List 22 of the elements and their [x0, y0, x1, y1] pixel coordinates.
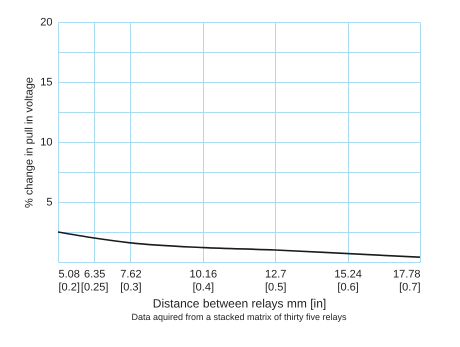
y-tick-label: 15 — [40, 76, 52, 88]
y-tick-label: 5 — [46, 196, 52, 208]
x-tick-label: 17.78 — [392, 268, 420, 280]
x-tick-label: 5.08 — [58, 268, 80, 280]
x2-tick-label: [0.5] — [264, 282, 286, 294]
x-tick-label: 6.35 — [84, 268, 106, 280]
x2-tick-label: [0.2] — [58, 282, 80, 294]
x-tick-label: 15.24 — [334, 268, 362, 280]
x2-tick-label: [0.3] — [120, 282, 142, 294]
y-tick-label: 10 — [40, 136, 52, 148]
x-axis-title: Distance between relays mm [in] — [152, 296, 326, 310]
x-tick-label: 10.16 — [190, 268, 218, 280]
x2-tick-label: [0.7] — [399, 282, 420, 294]
line-series — [57, 231, 421, 258]
x2-tick-label: [0.6] — [337, 282, 359, 294]
x-tick-label: 7.62 — [120, 268, 142, 280]
x2-tick-label: [0.25] — [80, 282, 108, 294]
y-tick-label: 20 — [40, 16, 52, 28]
x2-tick-label: [0.4] — [192, 282, 214, 294]
x-tick-label: 12.7 — [264, 268, 286, 280]
y-axis-title: % change in pull in voltage — [23, 77, 36, 208]
text: Data aquired from a stacked matrix of thirty five relays — [131, 312, 348, 322]
